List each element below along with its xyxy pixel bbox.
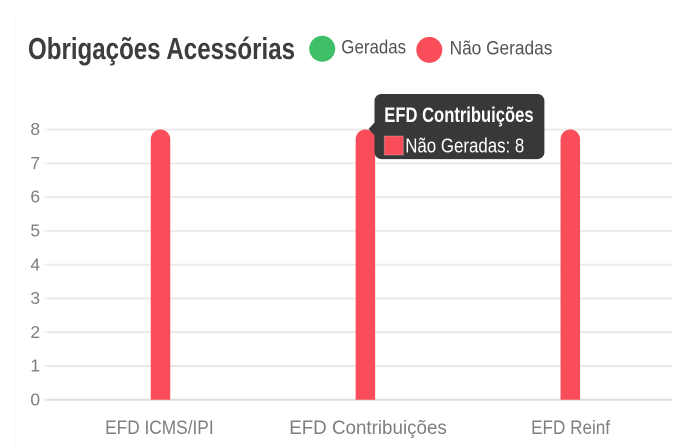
svg-text:EFD Reinf: EFD Reinf <box>531 417 610 439</box>
svg-text:6: 6 <box>30 187 40 207</box>
svg-text:Não Geradas: Não Geradas <box>450 38 553 59</box>
svg-text:Obrigações Acessórias: Obrigações Acessórias <box>28 31 295 66</box>
svg-text:EFD Contribuições: EFD Contribuições <box>289 417 447 439</box>
svg-text:0: 0 <box>30 389 40 409</box>
svg-text:3: 3 <box>30 288 40 308</box>
svg-text:5: 5 <box>30 221 40 241</box>
svg-text:7: 7 <box>30 153 40 173</box>
svg-text:8: 8 <box>30 119 40 139</box>
svg-text:1: 1 <box>30 356 40 376</box>
svg-text:Não Geradas: 8: Não Geradas: 8 <box>405 136 524 158</box>
svg-text:EFD Contribuições: EFD Contribuições <box>384 104 533 127</box>
svg-text:4: 4 <box>30 254 40 274</box>
svg-text:Geradas: Geradas <box>341 38 406 59</box>
svg-text:EFD ICMS/IPI: EFD ICMS/IPI <box>105 417 214 439</box>
svg-text:2: 2 <box>30 322 40 342</box>
